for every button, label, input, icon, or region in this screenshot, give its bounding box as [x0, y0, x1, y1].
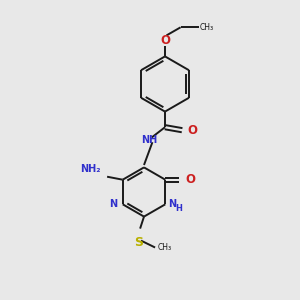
Text: CH₃: CH₃	[158, 243, 172, 252]
Text: N: N	[168, 199, 176, 209]
Text: S: S	[134, 236, 143, 248]
Text: N: N	[109, 199, 117, 209]
Text: NH: NH	[141, 135, 158, 145]
Text: CH₃: CH₃	[200, 23, 214, 32]
Text: O: O	[160, 34, 170, 47]
Text: NH₂: NH₂	[81, 164, 101, 174]
Text: H: H	[175, 204, 182, 213]
Text: O: O	[187, 124, 197, 137]
Text: O: O	[185, 173, 195, 186]
